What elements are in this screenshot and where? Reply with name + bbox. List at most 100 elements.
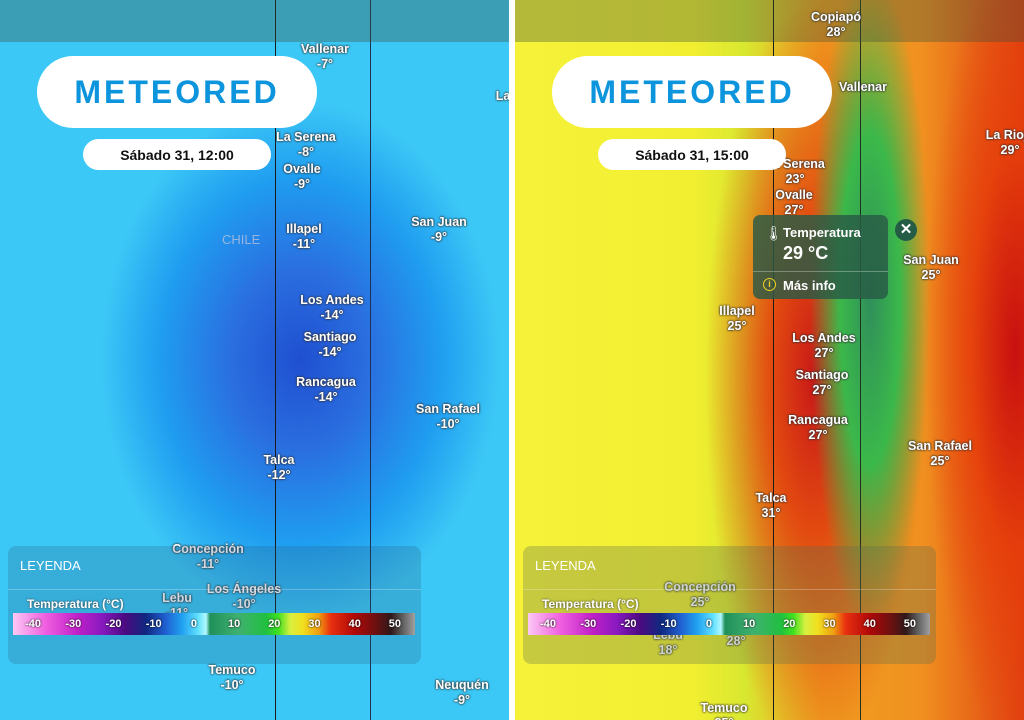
city-label[interactable]: Rancagua -14° [296, 375, 356, 405]
top-shade [0, 0, 509, 42]
city-name: Neuquén [435, 678, 489, 692]
city-temp: 27° [812, 383, 832, 397]
city-temp: 25° [930, 454, 950, 468]
city-name: Rancagua [788, 413, 848, 427]
city-label[interactable]: Illapel -11° [286, 222, 321, 252]
city-name: Los Andes [300, 293, 364, 307]
city-label[interactable]: Los Ángeles -10° [207, 582, 281, 612]
city-name: Talca [755, 491, 787, 505]
city-label[interactable]: Concepción 25° [664, 580, 736, 610]
city-label[interactable]: Talca 31° [755, 491, 786, 521]
city-label[interactable]: Neuquén -9° [435, 678, 488, 708]
legend-divider [8, 589, 421, 590]
city-temp: 27° [784, 203, 804, 217]
scale-tick: -10 [145, 618, 162, 630]
city-label[interactable]: Ovalle 27° [775, 188, 813, 218]
city-name: Temuco [700, 701, 748, 715]
city-temp: -14° [314, 390, 338, 404]
city-temp: 25° [701, 716, 748, 720]
coastline [275, 0, 276, 720]
border-line [370, 0, 371, 720]
city-temp: 25° [690, 595, 710, 609]
more-info-link[interactable]: Más info [783, 278, 836, 293]
city-name: Concepción [172, 542, 244, 556]
border-line [860, 0, 861, 720]
city-name: San Rafael [416, 402, 480, 416]
scale-tick: 10 [227, 618, 241, 630]
city-name: Temuco [208, 663, 256, 677]
city-temp: 27° [814, 346, 834, 360]
city-label[interactable]: La [496, 89, 509, 104]
city-temp: 31° [761, 506, 781, 520]
city-label[interactable]: Vallenar [839, 80, 887, 95]
info-icon[interactable]: i [763, 278, 776, 291]
city-label[interactable]: Temuco -10° [209, 663, 256, 693]
scale-tick: 0 [705, 618, 712, 630]
city-name: Vallenar [839, 80, 887, 94]
city-label[interactable]: La Serena -8° [276, 130, 336, 160]
city-label[interactable]: La Rioja29° [986, 128, 1024, 158]
city-temp: -9° [430, 230, 448, 244]
city-temp: 18° [658, 643, 678, 657]
city-label[interactable]: Temuco25° [701, 701, 748, 720]
legend-subtitle: Temperatura (°C) [27, 597, 124, 611]
city-name: Vallenar [301, 42, 349, 56]
city-temp: -8° [297, 145, 315, 159]
scale-tick: 10 [742, 618, 756, 630]
city-label[interactable]: Concepción -11° [172, 542, 244, 572]
scale-tick: 20 [268, 618, 281, 630]
popup-label: Temperatura [783, 225, 861, 240]
city-label[interactable]: 28° [727, 634, 746, 649]
city-temp: -10° [220, 678, 244, 692]
city-name: San Juan [411, 215, 467, 229]
legend-divider [523, 589, 936, 590]
city-label[interactable]: Rancagua 27° [788, 413, 848, 443]
scale-tick: 0 [190, 618, 197, 630]
close-popup-button[interactable]: ✕ [895, 219, 917, 241]
city-label[interactable]: San Rafael 25° [908, 439, 972, 469]
meteored-logo[interactable]: METEORED [37, 56, 317, 128]
city-label[interactable]: Copiapó 28° [811, 10, 861, 40]
scale-tick: -40 [25, 618, 42, 630]
city-name: Concepción [664, 580, 736, 594]
coastline [773, 0, 774, 720]
city-temp: -10° [232, 597, 256, 611]
city-label[interactable]: Los Andes -14° [300, 293, 363, 323]
scale-tick: -30 [65, 618, 82, 630]
city-label[interactable]: San Rafael -10° [416, 402, 480, 432]
city-name: La Rioja [985, 128, 1024, 142]
city-label[interactable]: San Juan 25° [903, 253, 959, 283]
city-temp: -11° [196, 557, 220, 571]
city-label[interactable]: Illapel 25° [719, 304, 754, 334]
scale-tick: -10 [660, 618, 677, 630]
map-panel-15h[interactable]: Copiapó 28° La Serena 23° Ovalle 27° Illapel 25… [515, 0, 1024, 720]
city-temp: 29° [1000, 143, 1020, 157]
map-panel-12h[interactable]: CHILE Vallenar -7° La Serena -8° Ovalle -9° Il… [0, 0, 509, 720]
city-temp: -9° [293, 177, 311, 191]
date-label: Sábado 31, 15:00 [598, 139, 786, 170]
city-name: Los Andes [792, 331, 856, 345]
city-temp: -11° [292, 237, 316, 251]
city-temp: 27° [808, 428, 828, 442]
city-label[interactable]: Santiago -14° [304, 330, 357, 360]
city-name: Los Ángeles [206, 582, 282, 596]
city-name: Ovalle [775, 188, 813, 202]
city-label[interactable]: Ovalle -9° [283, 162, 321, 192]
city-label[interactable]: Santiago 27° [796, 368, 849, 398]
legend: LEYENDA Temperatura (°C) -40 -30 -20 -10 0 10… [8, 546, 421, 664]
city-label[interactable]: Talca -12° [263, 453, 294, 483]
meteored-logo[interactable]: METEORED [552, 56, 832, 128]
city-label[interactable]: Vallenar -7° [301, 42, 349, 72]
scale-tick: -40 [540, 618, 557, 630]
city-label[interactable]: Los Andes 27° [792, 331, 855, 361]
scale-tick: -20 [105, 618, 122, 630]
city-label[interactable]: San Juan -9° [411, 215, 467, 245]
top-shade [515, 0, 1024, 42]
city-temp: 28° [826, 25, 846, 39]
popup-value: 29 °C [783, 243, 829, 263]
city-name: Lebu [162, 591, 192, 605]
city-name: Talca [263, 453, 295, 467]
city-temp: -14° [318, 345, 342, 359]
city-temp: -14° [320, 308, 344, 322]
city-name: Santiago [795, 368, 849, 382]
